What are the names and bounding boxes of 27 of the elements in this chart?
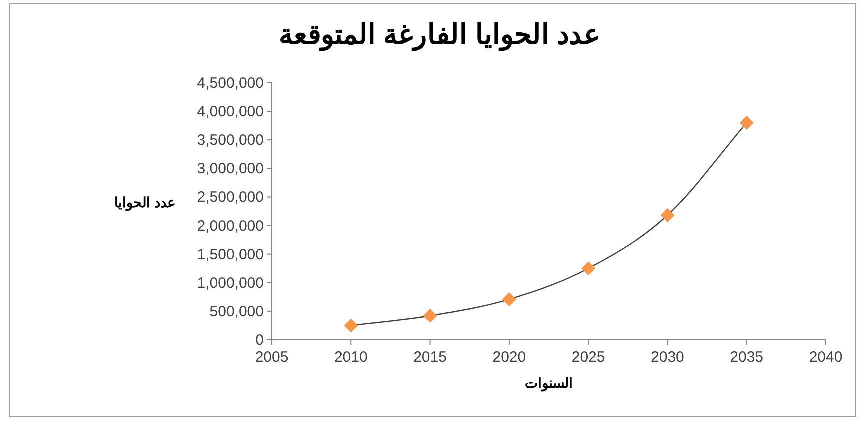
x-tick-label: 2035 — [730, 349, 764, 366]
point — [423, 309, 438, 324]
x-tick-label: 2030 — [651, 349, 684, 366]
point — [660, 208, 675, 222]
y-axis-title: عدد الحوايا — [114, 194, 176, 212]
x-tick-label: 2015 — [414, 349, 447, 366]
y-tick-label: 1,500,000 — [197, 246, 264, 264]
chart-title: عدد الحوايا الفارغة المتوقعة — [278, 19, 602, 52]
x-tick-label: 2020 — [492, 349, 526, 366]
x-tick-label: 2005 — [255, 349, 289, 366]
y-tick-label: 2,000,000 — [197, 218, 264, 235]
y-tick-label: 2,500,000 — [197, 189, 264, 206]
y-tick-label: 0 — [256, 332, 264, 349]
y-tick-label: 3,000,000 — [197, 160, 264, 178]
x-tick-label: 2025 — [572, 349, 606, 366]
point — [740, 116, 754, 130]
x-tick-label: 2040 — [809, 349, 843, 366]
y-tick-label: 1,000,000 — [197, 274, 264, 292]
y-tick-label: 4,500,000 — [197, 75, 264, 92]
point — [502, 292, 516, 306]
y-tick-label: 4,000,000 — [197, 104, 264, 121]
x-axis-title: السنوات — [525, 375, 573, 392]
point — [344, 318, 358, 333]
point — [582, 262, 596, 276]
y-tick-label: 3,500,000 — [197, 132, 264, 150]
y-tick-label: 500,000 — [210, 303, 264, 320]
x-tick-label: 2010 — [334, 349, 368, 366]
